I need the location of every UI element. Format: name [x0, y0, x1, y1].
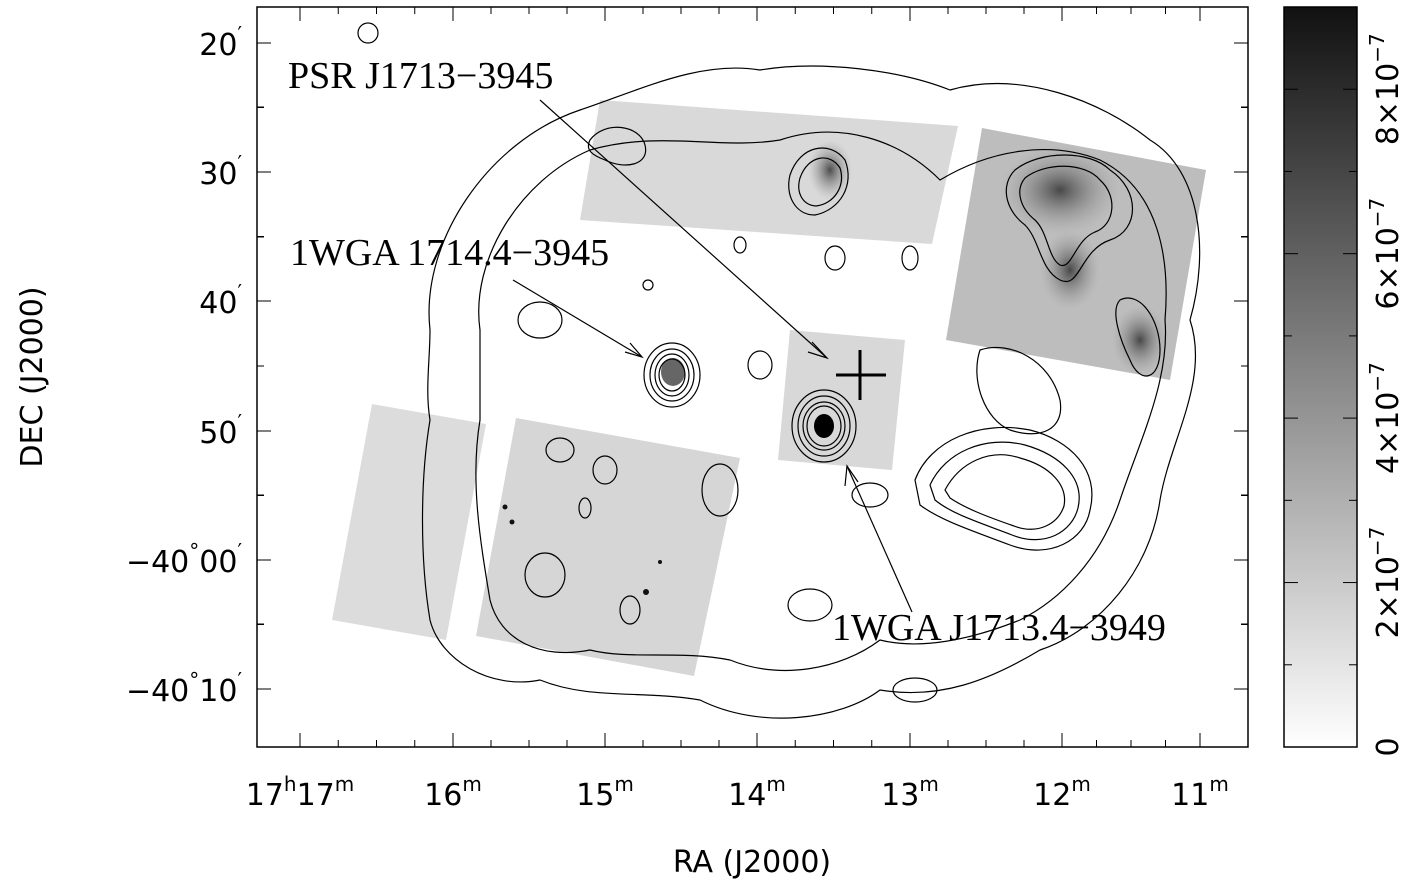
pulsar-position-cross	[836, 350, 886, 400]
xray-point-source	[661, 358, 685, 386]
xray-tile	[476, 418, 740, 676]
label-1wga-1714: 1WGA 1714.4−3945	[290, 232, 609, 274]
label-psr: PSR J1713−3945	[288, 55, 553, 97]
svg-text:0: 0	[1371, 737, 1406, 756]
ra-tick-label: 14m	[728, 772, 786, 813]
contour-level	[1115, 297, 1161, 377]
ra-tick-label: 13m	[881, 772, 939, 813]
contour-level	[929, 441, 1080, 541]
contour-source	[802, 401, 846, 451]
contour-blob	[787, 588, 833, 622]
contour-level	[587, 126, 647, 166]
xray-point-source	[814, 414, 834, 438]
svg-text:4×10−7: 4×10−7	[1365, 362, 1406, 474]
arrow-src2	[846, 465, 913, 613]
colorbar-tick-labels: 0 2×10−7 4×10−7 6×10−7 8×10−7	[1365, 33, 1406, 756]
xray-point-source	[502, 504, 508, 510]
colorbar-tick-label: 0	[1371, 737, 1406, 756]
colorbar-tick-label: 8×10−7	[1365, 33, 1406, 145]
xray-point-source	[643, 589, 649, 595]
xray-tile	[580, 100, 958, 244]
label-1wga-1713: 1WGA J1713.4−3949	[832, 607, 1166, 649]
svg-text:8×10−7: 8×10−7	[1365, 33, 1406, 145]
arrow-src1	[512, 279, 643, 358]
annotation-arrows	[512, 99, 913, 613]
arrow-psr-head	[807, 341, 830, 360]
contour-level	[1019, 165, 1113, 267]
contour-blob	[578, 497, 592, 519]
dec-tick-label: −40°00′	[126, 539, 243, 580]
contour-blob	[642, 279, 654, 291]
dec-tick-label: −40°10′	[126, 668, 243, 709]
contour-blob	[824, 245, 846, 271]
contour-level	[798, 157, 843, 207]
ra-tick-label: 12m	[1033, 772, 1091, 813]
contour-blob	[517, 301, 563, 339]
contour-blob	[524, 552, 566, 598]
contour-blob	[701, 463, 739, 517]
contour-blob	[733, 236, 747, 254]
contour-source	[658, 358, 686, 392]
contour-level	[914, 426, 1093, 551]
ra-tick-label: 15m	[576, 772, 634, 813]
svg-text:2×10−7: 2×10−7	[1365, 527, 1406, 639]
xray-tile	[332, 404, 486, 640]
arrow-src2-head	[844, 464, 859, 487]
dec-tick-label: 30′	[199, 151, 242, 192]
contour-level	[976, 346, 1062, 435]
xray-tile	[778, 330, 905, 470]
ra-tick-label: 11m	[1171, 772, 1229, 813]
xray-point-source	[509, 519, 515, 525]
plot-border	[256, 6, 1249, 748]
contour-source	[797, 395, 851, 457]
contour-level	[475, 131, 1167, 671]
dec-tick-label: 20′	[199, 22, 242, 63]
tick-marks	[257, 7, 1248, 747]
contour-source	[806, 405, 842, 447]
contour-blob	[892, 677, 938, 703]
arrow-src1-head	[624, 342, 644, 359]
contour-level	[1005, 154, 1133, 283]
colorbar-tick-label: 2×10−7	[1365, 527, 1406, 639]
plot-frame	[256, 6, 1249, 748]
colorbar-gradient	[1283, 6, 1358, 748]
ra-tick-labels: 17h17m 16m 15m 14m 13m 12m 11m	[246, 772, 1229, 813]
contour-blob	[545, 437, 575, 463]
contour-source	[649, 348, 695, 402]
xray-bright-region	[1040, 230, 1100, 310]
dec-tick-label: 40′	[199, 280, 242, 321]
colorbar: 0 2×10−7 4×10−7 6×10−7 8×10−7	[1283, 6, 1406, 757]
y-axis-label: DEC (J2000)	[15, 286, 50, 467]
contour-blob	[619, 595, 641, 625]
dec-tick-label: 50′	[199, 410, 242, 451]
contour-outer	[421, 65, 1201, 719]
x-axis-label: RA (J2000)	[673, 845, 831, 880]
contour-level	[788, 147, 849, 216]
contour-blob	[592, 455, 618, 485]
xray-bright-region	[1000, 145, 1120, 235]
contour-level	[944, 454, 1066, 530]
ra-tick-label: 16m	[424, 772, 482, 813]
xray-image	[332, 100, 1206, 676]
svg-text:6×10−7: 6×10−7	[1365, 198, 1406, 310]
contour-blob	[901, 245, 919, 271]
contour-lines	[357, 22, 1201, 719]
contour-blob	[747, 350, 773, 380]
colorbar-ticks	[1284, 6, 1357, 748]
contour-blob	[851, 482, 889, 508]
colorbar-tick-label: 4×10−7	[1365, 362, 1406, 474]
arrow-psr	[539, 99, 828, 359]
contour-source	[791, 389, 857, 463]
contour-source	[654, 353, 690, 397]
ra-tick-label: 17h17m	[246, 772, 355, 813]
xray-bright-region	[1112, 305, 1168, 375]
dec-tick-labels: 20′ 30′ 40′ 50′ −40°00′ −40°10′	[126, 22, 243, 709]
contour-blob	[357, 22, 379, 44]
contour-source	[643, 342, 701, 408]
xray-point-source	[658, 560, 662, 564]
colorbar-tick-label: 6×10−7	[1365, 198, 1406, 310]
